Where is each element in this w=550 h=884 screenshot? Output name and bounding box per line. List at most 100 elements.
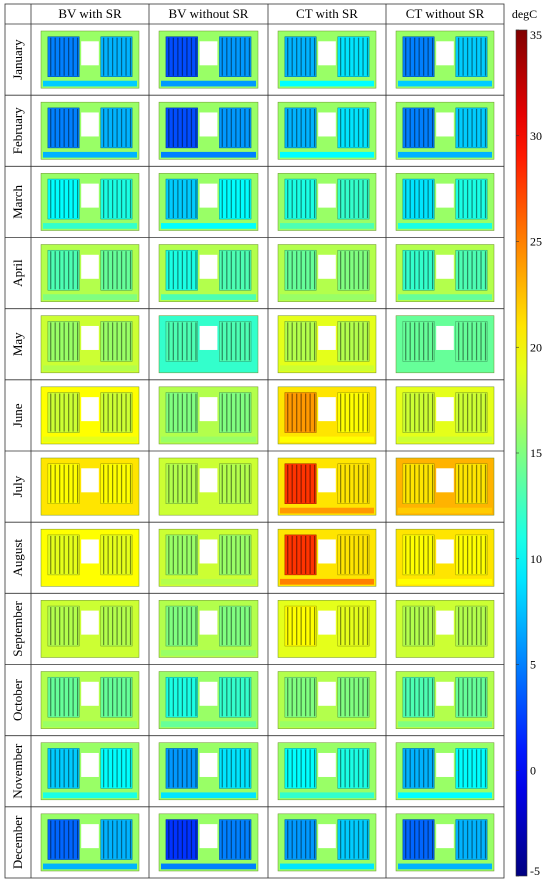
winding-conductor xyxy=(177,108,179,147)
winding-conductor xyxy=(480,180,482,219)
core-window xyxy=(81,610,99,635)
winding-conductor xyxy=(462,678,464,717)
winding-left xyxy=(402,392,435,433)
winding-conductor xyxy=(431,535,434,574)
winding-conductor xyxy=(129,607,132,646)
winding-conductor xyxy=(344,820,346,859)
winding-conductor xyxy=(107,180,109,219)
cell-january-bv-without-sr xyxy=(158,30,259,89)
winding-conductor xyxy=(427,749,429,788)
winding-conductor xyxy=(186,607,188,646)
winding-conductor xyxy=(313,322,316,361)
core-window xyxy=(199,325,218,350)
winding-conductor xyxy=(125,607,127,646)
column-header-ct-without-sr: CT without SR xyxy=(406,6,485,21)
winding-conductor xyxy=(409,322,411,361)
yoke-region xyxy=(161,721,256,727)
winding-conductor xyxy=(76,108,79,147)
winding-conductor xyxy=(300,180,302,219)
cell-april-bv-with-sr xyxy=(40,244,140,302)
core-window xyxy=(81,254,99,279)
winding-conductor xyxy=(177,251,179,290)
winding-conductor xyxy=(226,180,228,219)
winding-conductor xyxy=(462,37,464,76)
winding-conductor xyxy=(313,678,316,717)
winding-conductor xyxy=(103,393,105,432)
core-window xyxy=(318,824,336,849)
winding-conductor xyxy=(230,108,232,147)
winding-conductor xyxy=(172,535,174,574)
winding-conductor xyxy=(172,180,174,219)
winding-conductor xyxy=(353,251,355,290)
winding-conductor xyxy=(125,464,127,503)
yoke-region xyxy=(161,436,256,443)
winding-conductor xyxy=(475,820,478,859)
winding-conductor xyxy=(59,108,61,147)
winding-conductor xyxy=(116,607,118,646)
winding-conductor xyxy=(68,678,70,717)
colorbar-tick-label: 30 xyxy=(530,129,542,143)
winding-conductor xyxy=(226,820,228,859)
cell-november-ct-with-sr xyxy=(277,742,377,801)
colorbar-tick-label: 15 xyxy=(530,446,542,460)
winding-conductor xyxy=(475,393,478,432)
winding-conductor xyxy=(195,535,197,574)
winding-conductor xyxy=(362,820,364,859)
winding-conductor xyxy=(462,535,464,574)
winding-conductor xyxy=(418,678,420,717)
winding-conductor xyxy=(230,678,232,717)
winding-conductor xyxy=(72,678,74,717)
winding-conductor xyxy=(291,535,293,574)
cell-december-bv-with-sr xyxy=(40,813,140,872)
winding-conductor xyxy=(195,393,197,432)
winding-conductor xyxy=(248,108,251,147)
winding-conductor xyxy=(59,322,61,361)
cell-april-ct-with-sr xyxy=(277,244,377,302)
core-window xyxy=(81,183,99,208)
winding-conductor xyxy=(230,820,232,859)
winding-conductor xyxy=(76,464,79,503)
winding-conductor xyxy=(414,464,416,503)
winding-conductor xyxy=(466,108,469,147)
winding-conductor xyxy=(291,749,293,788)
yoke-region xyxy=(43,365,137,372)
winding-left xyxy=(165,676,198,718)
winding-conductor xyxy=(471,607,473,646)
winding-conductor xyxy=(230,180,232,219)
winding-conductor xyxy=(291,37,293,76)
winding-conductor xyxy=(366,180,369,219)
winding-left xyxy=(402,676,435,718)
winding-conductor xyxy=(353,535,355,574)
yoke-region xyxy=(398,863,492,870)
winding-conductor xyxy=(120,535,123,574)
winding-conductor xyxy=(480,464,482,503)
core-window xyxy=(318,681,336,706)
winding-conductor xyxy=(418,820,420,859)
winding-conductor xyxy=(471,37,473,76)
winding-conductor xyxy=(427,108,429,147)
winding-conductor xyxy=(50,535,52,574)
yoke-region xyxy=(398,365,492,372)
winding-conductor xyxy=(129,820,132,859)
winding-conductor xyxy=(248,464,251,503)
winding-conductor xyxy=(111,820,114,859)
winding-conductor xyxy=(305,678,307,717)
winding-conductor xyxy=(313,251,316,290)
cell-september-ct-with-sr xyxy=(277,600,377,658)
winding-conductor xyxy=(59,37,61,76)
winding-conductor xyxy=(76,607,79,646)
winding-conductor xyxy=(340,820,342,859)
winding-conductor xyxy=(344,393,346,432)
core-window xyxy=(199,752,218,777)
winding-conductor xyxy=(480,251,482,290)
winding-conductor xyxy=(291,678,293,717)
winding-conductor xyxy=(190,535,193,574)
winding-conductor xyxy=(418,749,420,788)
winding-conductor xyxy=(462,180,464,219)
winding-conductor xyxy=(68,322,70,361)
winding-conductor xyxy=(239,678,242,717)
winding-conductor xyxy=(480,607,482,646)
winding-conductor xyxy=(195,607,197,646)
winding-left xyxy=(402,178,435,220)
row-label-march: March xyxy=(10,184,25,218)
